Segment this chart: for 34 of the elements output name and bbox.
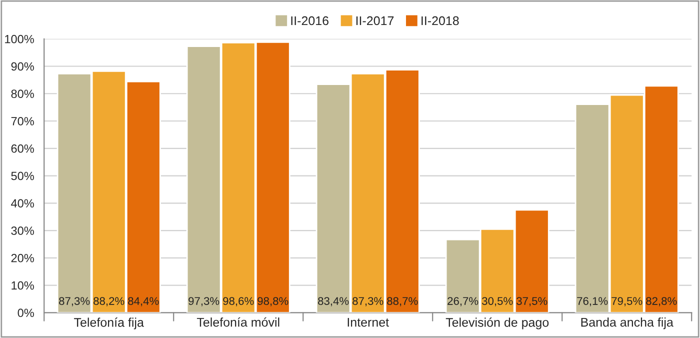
data-label: 87,3%: [59, 297, 90, 306]
legend-label: II-2018: [422, 16, 459, 26]
y-tick-label: 80%: [11, 90, 34, 98]
data-label: 79,5%: [612, 297, 642, 306]
data-label: 98,6%: [223, 297, 254, 306]
y-tick-label: 60%: [11, 144, 34, 153]
data-label: 83,4%: [318, 297, 349, 306]
data-label: 76,1%: [577, 297, 608, 306]
legend-label: II-2016: [291, 16, 328, 26]
data-label: 87,3%: [352, 297, 384, 306]
x-tick-label: Telefonía fija: [74, 318, 144, 330]
data-label: 88,7%: [387, 297, 418, 306]
legend-label: II-2017: [356, 16, 394, 26]
y-tick-label: 10%: [12, 281, 34, 290]
x-tick-label: Banda ancha fija: [581, 318, 674, 330]
data-label: 97,3%: [188, 297, 220, 306]
x-tick-label: Televisión de pago: [446, 318, 549, 330]
data-label: 88,2%: [94, 297, 124, 306]
y-tick-label: 50%: [11, 172, 34, 180]
y-tick-label: 0%: [18, 308, 34, 318]
data-label: 37,5%: [516, 297, 548, 306]
data-label: 30,5%: [482, 297, 513, 306]
data-label: 82,8%: [646, 297, 677, 306]
x-tick-label: Internet: [348, 318, 389, 327]
data-label: 26,7%: [448, 297, 478, 306]
y-tick-label: 70%: [11, 117, 34, 126]
y-tick-label: 40%: [11, 199, 34, 208]
y-tick-label: 20%: [11, 254, 34, 262]
y-tick-label: 90%: [11, 62, 34, 71]
x-tick-label: Telefonía móvil: [196, 317, 280, 327]
data-label: 84,4%: [128, 297, 159, 306]
data-label: 98,8%: [258, 297, 288, 306]
y-tick-label: 100%: [5, 34, 34, 44]
y-tick-label: 30%: [11, 226, 34, 235]
